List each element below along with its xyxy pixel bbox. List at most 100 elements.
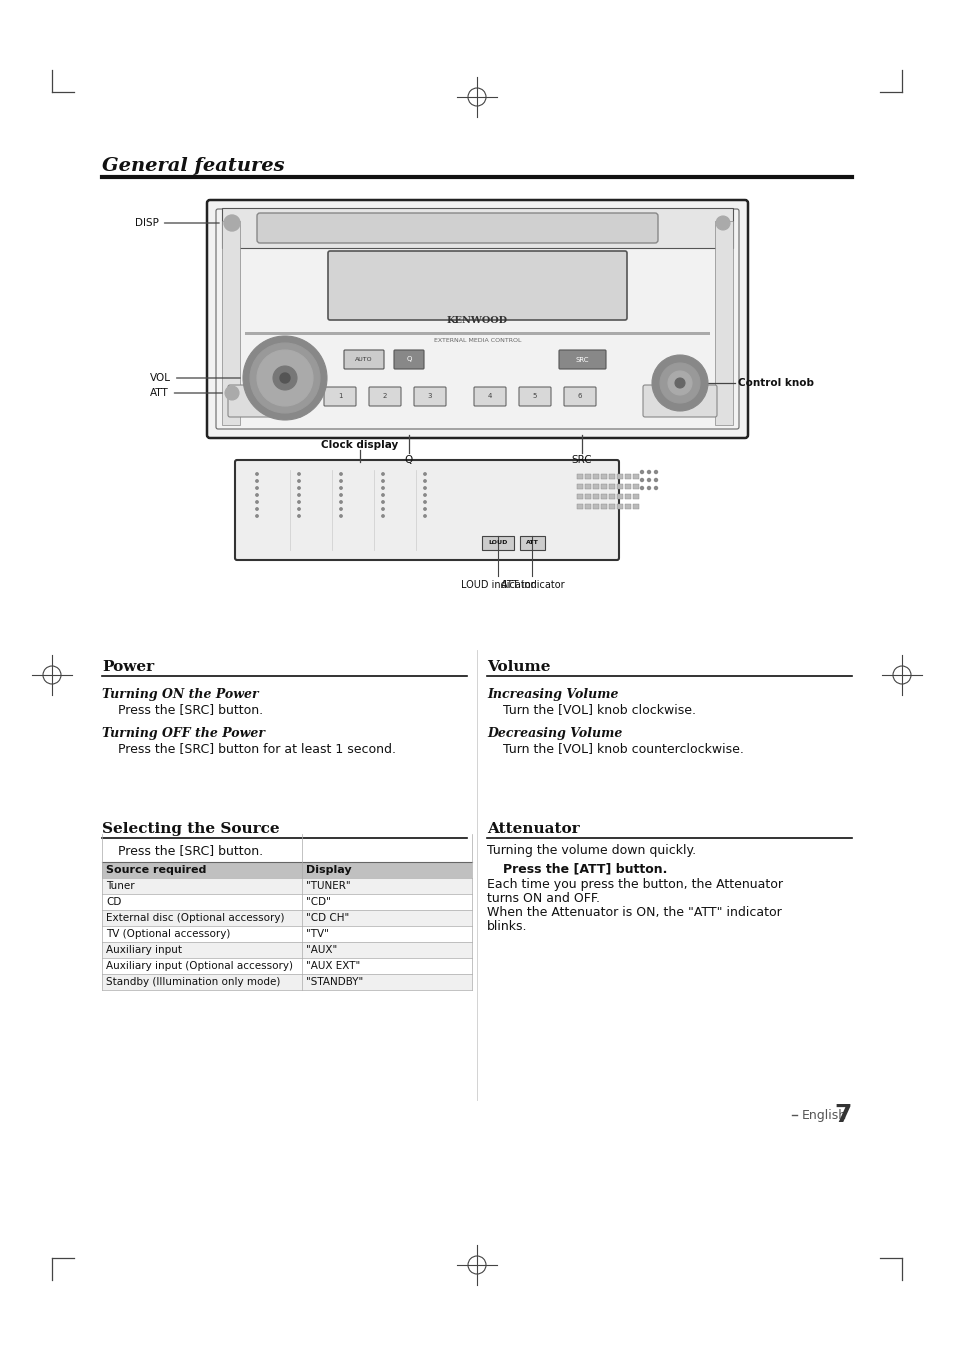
Text: ATT: ATT <box>150 387 222 398</box>
Circle shape <box>250 343 319 413</box>
Text: 6: 6 <box>578 393 581 400</box>
Circle shape <box>255 508 258 510</box>
Bar <box>593 485 598 489</box>
Text: Source required: Source required <box>106 865 206 875</box>
Circle shape <box>297 508 300 510</box>
Bar <box>617 485 622 489</box>
Bar <box>624 494 630 499</box>
Text: ATT indicator: ATT indicator <box>500 580 564 590</box>
Circle shape <box>654 478 657 482</box>
Text: Q: Q <box>404 455 413 464</box>
FancyBboxPatch shape <box>228 385 302 417</box>
Circle shape <box>423 487 426 489</box>
Text: LOUD: LOUD <box>488 540 507 545</box>
Bar <box>245 332 709 335</box>
Circle shape <box>339 514 342 517</box>
Text: Display: Display <box>306 865 352 875</box>
Bar <box>624 474 630 479</box>
Text: SRC: SRC <box>571 455 592 464</box>
Bar <box>577 504 582 509</box>
Text: 3: 3 <box>427 393 432 400</box>
Text: 7: 7 <box>834 1103 851 1127</box>
Text: Auxiliary input: Auxiliary input <box>106 945 182 954</box>
Text: SRC: SRC <box>575 356 588 363</box>
Circle shape <box>339 472 342 475</box>
Bar <box>600 485 606 489</box>
Text: Power: Power <box>102 660 154 674</box>
Circle shape <box>647 471 650 474</box>
Bar <box>577 494 582 499</box>
FancyBboxPatch shape <box>256 213 658 243</box>
Bar <box>102 926 472 942</box>
Text: Press the [SRC] button.: Press the [SRC] button. <box>118 703 263 716</box>
Text: Turn the [VOL] knob clockwise.: Turn the [VOL] knob clockwise. <box>502 703 696 716</box>
Circle shape <box>255 487 258 489</box>
FancyBboxPatch shape <box>474 387 505 406</box>
Text: Turning OFF the Power: Turning OFF the Power <box>102 728 265 740</box>
Bar <box>222 221 240 425</box>
Bar <box>222 208 732 248</box>
Circle shape <box>224 215 240 231</box>
Text: TV (Optional accessory): TV (Optional accessory) <box>106 929 230 940</box>
FancyBboxPatch shape <box>558 350 605 369</box>
Bar <box>577 485 582 489</box>
Bar <box>617 504 622 509</box>
Text: turns ON and OFF.: turns ON and OFF. <box>486 892 599 904</box>
Circle shape <box>675 378 684 387</box>
Text: Auxiliary input (Optional accessory): Auxiliary input (Optional accessory) <box>106 961 293 971</box>
Text: Clock display: Clock display <box>321 440 398 450</box>
Circle shape <box>423 508 426 510</box>
Text: 2: 2 <box>382 393 387 400</box>
FancyBboxPatch shape <box>207 200 747 437</box>
Bar <box>593 474 598 479</box>
Circle shape <box>381 514 384 517</box>
FancyBboxPatch shape <box>518 387 551 406</box>
Circle shape <box>297 479 300 482</box>
Bar <box>102 894 472 910</box>
Text: English: English <box>801 1108 846 1122</box>
Text: Press the [SRC] button.: Press the [SRC] button. <box>118 844 263 857</box>
Bar <box>633 504 639 509</box>
Text: Volume: Volume <box>486 660 550 674</box>
Bar <box>102 958 472 973</box>
FancyBboxPatch shape <box>328 251 626 320</box>
Bar <box>608 474 615 479</box>
Text: Control knob: Control knob <box>738 378 813 387</box>
FancyBboxPatch shape <box>642 385 717 417</box>
Text: Q: Q <box>406 356 412 363</box>
Circle shape <box>255 514 258 517</box>
Circle shape <box>654 471 657 474</box>
Circle shape <box>297 494 300 497</box>
Text: General features: General features <box>102 157 284 176</box>
Text: Increasing Volume: Increasing Volume <box>486 688 618 701</box>
Text: Selecting the Source: Selecting the Source <box>102 822 279 836</box>
Circle shape <box>659 363 700 404</box>
Text: Press the [SRC] button for at least 1 second.: Press the [SRC] button for at least 1 se… <box>118 743 395 755</box>
Circle shape <box>423 514 426 517</box>
Bar <box>102 973 472 990</box>
FancyBboxPatch shape <box>414 387 446 406</box>
Text: Standby (Illumination only mode): Standby (Illumination only mode) <box>106 977 280 987</box>
Bar <box>633 485 639 489</box>
Text: Attenuator: Attenuator <box>486 822 579 836</box>
Bar <box>600 504 606 509</box>
Circle shape <box>339 494 342 497</box>
Circle shape <box>339 501 342 504</box>
Circle shape <box>381 508 384 510</box>
Circle shape <box>273 366 296 390</box>
Bar <box>617 494 622 499</box>
Circle shape <box>255 494 258 497</box>
Circle shape <box>423 501 426 504</box>
Circle shape <box>651 355 707 410</box>
Text: "AUX": "AUX" <box>306 945 337 954</box>
Text: "TV": "TV" <box>306 929 329 940</box>
Bar <box>608 485 615 489</box>
Bar <box>584 494 590 499</box>
Text: Decreasing Volume: Decreasing Volume <box>486 728 621 740</box>
Circle shape <box>255 501 258 504</box>
Circle shape <box>381 494 384 497</box>
Text: DISP: DISP <box>135 217 219 228</box>
Circle shape <box>381 501 384 504</box>
Circle shape <box>339 479 342 482</box>
Bar <box>624 485 630 489</box>
